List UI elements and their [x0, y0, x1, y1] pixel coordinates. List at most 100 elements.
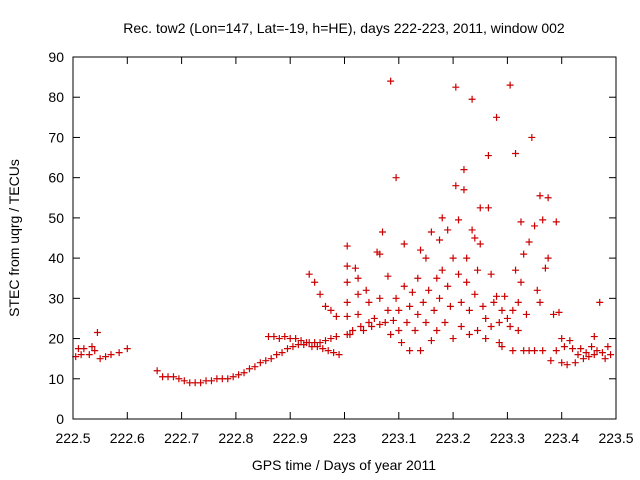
data-point — [582, 349, 590, 357]
data-point — [555, 308, 563, 316]
data-point — [590, 333, 598, 341]
data-point — [517, 278, 525, 286]
data-point — [558, 335, 566, 343]
data-point — [289, 343, 297, 351]
data-point — [414, 310, 422, 318]
data-point — [376, 294, 384, 302]
data-point — [455, 270, 463, 278]
data-point — [267, 355, 275, 363]
data-point — [528, 133, 536, 141]
data-point — [558, 359, 566, 367]
data-point — [574, 351, 582, 359]
data-point — [517, 218, 525, 226]
data-point — [376, 250, 384, 258]
data-point — [180, 377, 188, 385]
data-point — [332, 312, 340, 320]
data-point — [539, 216, 547, 224]
data-point — [438, 266, 446, 274]
x-tick-label: 223 — [333, 430, 357, 446]
data-point — [463, 254, 471, 262]
data-point — [387, 77, 395, 85]
data-point — [392, 174, 400, 182]
y-tick-label: 60 — [48, 170, 64, 186]
data-point — [476, 204, 484, 212]
data-point — [245, 365, 253, 373]
data-point — [471, 234, 479, 242]
data-point — [321, 337, 329, 345]
data-point — [436, 294, 444, 302]
data-point — [425, 286, 433, 294]
data-point — [400, 240, 408, 248]
data-point — [343, 262, 351, 270]
axis-ticks — [72, 56, 617, 420]
data-point — [384, 306, 392, 314]
data-point — [316, 290, 324, 298]
data-point — [343, 278, 351, 286]
data-point — [520, 250, 528, 258]
data-point — [577, 345, 585, 353]
data-point — [281, 333, 289, 341]
data-point — [474, 266, 482, 274]
data-point — [601, 355, 609, 363]
data-point — [457, 298, 465, 306]
data-point — [389, 316, 397, 324]
data-point — [349, 327, 357, 335]
data-point — [406, 302, 414, 310]
x-tick-label: 222.7 — [164, 430, 199, 446]
data-point — [88, 343, 96, 351]
data-point — [525, 238, 533, 246]
data-point — [343, 312, 351, 320]
data-point — [327, 335, 335, 343]
data-point — [107, 351, 115, 359]
data-point — [449, 254, 457, 262]
data-point — [354, 274, 362, 282]
data-point — [427, 337, 435, 345]
data-point — [357, 322, 365, 330]
data-point — [292, 335, 300, 343]
data-point — [571, 359, 579, 367]
data-point — [123, 345, 131, 353]
data-point — [91, 347, 99, 355]
data-point — [379, 228, 387, 236]
data-point — [503, 314, 511, 322]
data-point — [476, 240, 484, 248]
data-point — [460, 186, 468, 194]
data-point — [550, 310, 558, 318]
data-point — [471, 290, 479, 298]
data-point — [278, 349, 286, 357]
data-point — [327, 306, 335, 314]
data-point — [411, 327, 419, 335]
data-point — [354, 310, 362, 318]
data-point — [115, 349, 123, 357]
x-tick-labels: 222.5 222.6 222.7 222.8 222.9 223 223.1 223.2 22… — [55, 430, 633, 446]
data-point — [419, 298, 427, 306]
data-point — [493, 292, 501, 300]
data-point — [169, 373, 177, 381]
data-point — [403, 318, 411, 326]
data-point — [422, 318, 430, 326]
data-point — [251, 363, 259, 371]
data-point — [427, 228, 435, 236]
data-point — [563, 361, 571, 369]
data-point — [547, 357, 555, 365]
data-point — [433, 327, 441, 335]
y-tick-labels: 0 10 20 30 40 50 60 70 80 90 — [48, 49, 64, 427]
data-point — [539, 347, 547, 355]
data-point — [446, 302, 454, 310]
data-point — [240, 369, 248, 377]
data-point — [593, 347, 601, 355]
data-point — [319, 345, 327, 353]
data-point — [207, 377, 215, 385]
data-point — [474, 327, 482, 335]
data-point — [514, 327, 522, 335]
data-point — [335, 351, 343, 359]
data-point — [506, 322, 514, 330]
data-point — [498, 343, 506, 351]
data-point — [313, 343, 321, 351]
data-point — [493, 113, 501, 121]
data-point — [365, 318, 373, 326]
data-point — [417, 246, 425, 254]
data-point — [395, 306, 403, 314]
data-point — [514, 298, 522, 306]
data-point — [465, 331, 473, 339]
